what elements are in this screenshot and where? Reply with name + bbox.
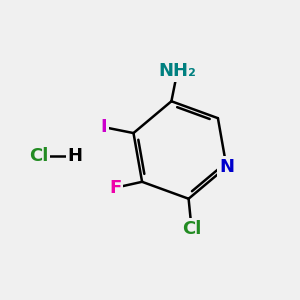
Text: Cl: Cl <box>29 147 49 165</box>
Text: NH₂: NH₂ <box>158 62 196 80</box>
Text: N: N <box>219 158 234 176</box>
Text: H: H <box>68 147 82 165</box>
Text: F: F <box>109 179 121 197</box>
Text: I: I <box>100 118 107 136</box>
Text: Cl: Cl <box>182 220 201 238</box>
